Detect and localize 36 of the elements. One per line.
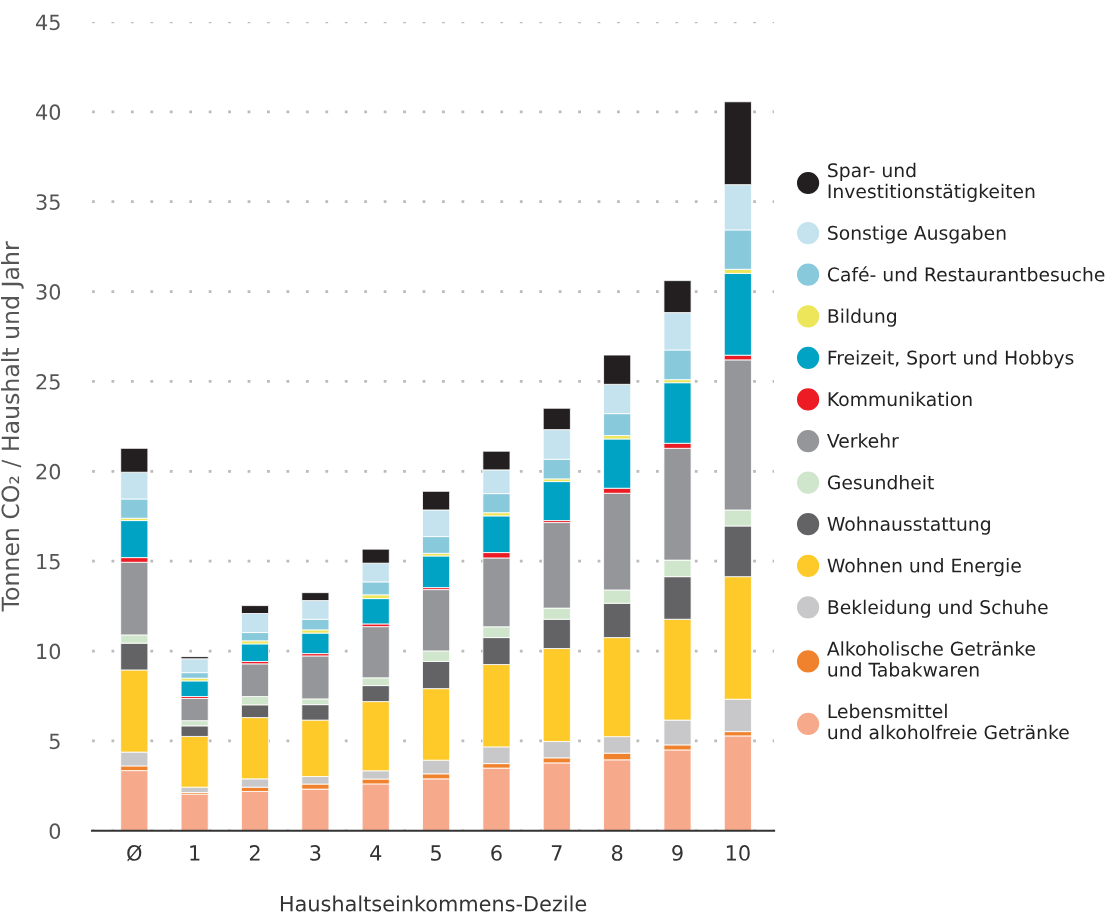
x-tick-label: 6 xyxy=(491,845,502,861)
x-tick-label: Ø xyxy=(127,844,142,862)
legend-label: Freizeit, Sport und Hobbys xyxy=(828,350,1074,369)
legend-label: Wohnen und Energie xyxy=(827,558,1021,577)
x-tick-label: 8 xyxy=(611,845,623,861)
legend-label: Bekleidung und Schuhe xyxy=(828,599,1048,618)
legend-label: Café- und Restaurantbesuche xyxy=(827,266,1105,282)
x-tick-label: 4 xyxy=(370,845,382,861)
y-tick-label: 45 xyxy=(36,14,60,31)
x-tick-label: 1 xyxy=(190,845,200,861)
y-tick-label: 30 xyxy=(36,284,61,300)
y-tick-label: 5 xyxy=(49,733,60,750)
y-tick-label: 25 xyxy=(36,373,60,390)
y-tick-label: 40 xyxy=(36,104,61,121)
x-tick-label: 9 xyxy=(672,845,683,861)
legend-label: Bildung xyxy=(828,308,896,327)
x-axis-title: Haushaltseinkommens-Dezile xyxy=(280,895,587,912)
legend-label: Sonstige Ausgaben xyxy=(828,225,1006,244)
legend-label: Spar- und Investitionstätigkeiten xyxy=(828,162,1035,202)
x-tick-label: 5 xyxy=(431,845,441,861)
legend-label: Wohnausstattung xyxy=(827,516,990,535)
y-axis-title: Tonnen CO₂ / Haushalt und Jahr xyxy=(1,241,24,612)
legend-label: Verkehr xyxy=(826,433,899,448)
x-tick-label: 10 xyxy=(726,845,750,861)
x-tick-label: 3 xyxy=(310,845,321,861)
legend-label: Alkoholische Getränke und Tabakwaren xyxy=(826,641,1035,677)
y-tick-label: 15 xyxy=(37,553,60,570)
y-tick-label: 20 xyxy=(36,463,61,480)
x-tick-label: 7 xyxy=(551,845,562,861)
y-tick-label: 35 xyxy=(36,194,60,210)
y-tick-label: 10 xyxy=(37,643,61,660)
legend-label: Kommunikation xyxy=(828,391,972,407)
legend-label: Lebensmittel und alkoholfreie Getränke xyxy=(828,703,1069,740)
x-tick-label: 2 xyxy=(249,845,260,861)
legend-label: Gesundheit xyxy=(827,474,934,490)
y-tick-label: 0 xyxy=(49,823,61,840)
